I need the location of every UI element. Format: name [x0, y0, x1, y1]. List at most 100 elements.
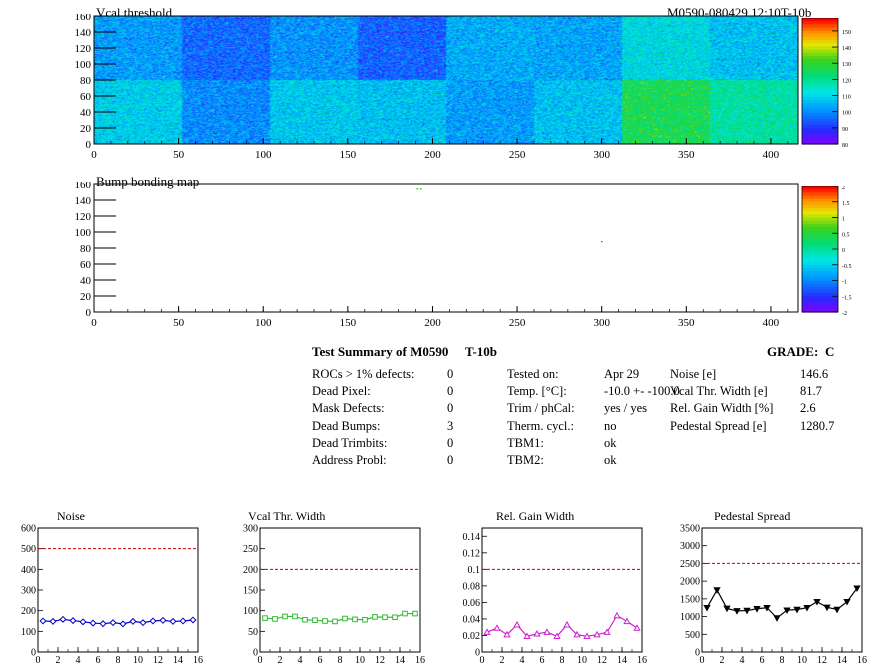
- summary-label: ROCs > 1% defects:: [312, 367, 415, 381]
- x-tick-label: 4: [298, 655, 303, 666]
- y-tick-label: 0.12: [463, 548, 481, 559]
- x-tick-label: 8: [116, 655, 121, 666]
- palette-tick-label: 110: [842, 95, 851, 101]
- data-point: [149, 617, 157, 625]
- data-point: [159, 616, 167, 624]
- data-point: [322, 618, 328, 624]
- vcal-palette: 80 90 100 110 120 130 140 150: [801, 18, 851, 148]
- palette-band: [802, 43, 838, 47]
- x-tick-label: 0: [258, 655, 263, 666]
- data-point: [533, 629, 541, 637]
- palette-tick-label: -1.5: [842, 295, 852, 301]
- x-tick-label: 2: [720, 655, 725, 666]
- palette-band: [802, 46, 838, 51]
- palette-band: [802, 137, 838, 142]
- data-point: [169, 617, 177, 625]
- palette-band: [802, 99, 838, 104]
- summary-value: Apr 29: [604, 367, 640, 381]
- palette-band: [802, 68, 838, 73]
- palette-band: [802, 296, 838, 300]
- palette-band: [802, 140, 838, 145]
- x-tick-label: 4: [740, 655, 745, 666]
- data-point: [59, 615, 67, 623]
- data-point: [593, 630, 601, 638]
- y-tick-label: 100: [75, 59, 92, 71]
- series-line: [486, 614, 638, 638]
- palette-band: [802, 186, 838, 190]
- palette-band: [802, 230, 838, 234]
- x-tick-label: 14: [617, 655, 627, 666]
- data-point: [302, 616, 308, 623]
- palette-band: [802, 274, 838, 278]
- palette-band: [802, 214, 838, 219]
- data-point: [342, 615, 348, 622]
- dead-bump-marker: [600, 241, 603, 243]
- data-point: [583, 632, 591, 640]
- data-point: [603, 628, 611, 635]
- y-tick-label: 0: [86, 139, 92, 151]
- palette-band: [802, 249, 838, 253]
- palette-band: [802, 93, 838, 98]
- y-tick-label: 0.06: [463, 598, 481, 609]
- x-tick-label: 50: [173, 149, 185, 161]
- palette-band: [802, 264, 838, 269]
- data-point: [332, 618, 338, 625]
- x-tick-label: 250: [509, 317, 526, 329]
- x-tick-label: 14: [837, 655, 847, 666]
- palette-band: [802, 293, 838, 297]
- palette-band: [802, 204, 838, 209]
- summary-value: 0: [447, 401, 454, 416]
- x-tick-label: 250: [509, 149, 526, 161]
- palette-tick-label: 80: [842, 143, 848, 148]
- summary-value: 0: [447, 453, 454, 467]
- x-tick-label: 6: [760, 655, 765, 666]
- x-tick-label: 400: [763, 317, 780, 329]
- palette-tick-label: 140: [842, 46, 851, 52]
- palette-tick-label: 100: [842, 111, 851, 117]
- palette-frame: [801, 18, 839, 145]
- palette-band: [802, 77, 838, 82]
- palette-band: [802, 65, 838, 69]
- plot-frame: [701, 527, 863, 653]
- summary-label: Temp. [°C]:: [507, 384, 567, 399]
- palette-band: [802, 74, 838, 79]
- palette-tick-label: -1: [842, 280, 847, 286]
- palette-tick-label: 150: [842, 30, 851, 36]
- summary-label: Address Probl:: [312, 453, 387, 467]
- palette-band: [802, 62, 838, 66]
- summary-label: Noise [e]: [670, 367, 717, 381]
- vcal-threshold-map: 0 50 100 150 200 250 300 350 400 0 20 40 60 80 100 120 1…: [75, 14, 799, 161]
- summary-value: ok: [604, 453, 617, 467]
- palette-band: [802, 255, 838, 260]
- x-tick-label: 12: [597, 655, 607, 666]
- bump-bonding-map: 0 50 100 150 200 250 300 350 400 0 20 40 60 80 100 120 1…: [75, 182, 799, 329]
- pedestal-plot-title: Pedestal Spread: [714, 509, 791, 523]
- x-tick-label: 0: [480, 655, 485, 666]
- threshold-heatmap: [94, 16, 798, 144]
- summary-label: Pedestal Spread [e]: [670, 418, 767, 433]
- data-point: [853, 585, 861, 593]
- palette-band: [802, 198, 838, 203]
- data-point: [49, 617, 57, 625]
- summary-value: 81.7: [800, 384, 822, 399]
- palette-band: [802, 36, 838, 41]
- palette-tick-label: 2: [842, 186, 845, 191]
- palette-band: [802, 217, 838, 222]
- summary-value: 0: [447, 384, 454, 399]
- y-tick-label: 3000: [680, 541, 700, 552]
- x-tick-label: 12: [153, 655, 163, 666]
- palette-band: [802, 115, 838, 120]
- y-tick-label: 0: [475, 648, 480, 659]
- data-point: [272, 616, 278, 622]
- data-point: [89, 619, 97, 627]
- data-point: [109, 619, 117, 627]
- palette-band: [802, 277, 838, 282]
- summary-value: ok: [604, 435, 617, 450]
- palette-tick-label: 90: [842, 127, 848, 133]
- palette-band: [802, 40, 838, 44]
- palette-band: [802, 245, 838, 250]
- palette-band: [802, 21, 838, 25]
- palette-band: [802, 18, 838, 22]
- y-tick-label: 100: [21, 627, 36, 638]
- y-tick-label: 0: [31, 648, 36, 659]
